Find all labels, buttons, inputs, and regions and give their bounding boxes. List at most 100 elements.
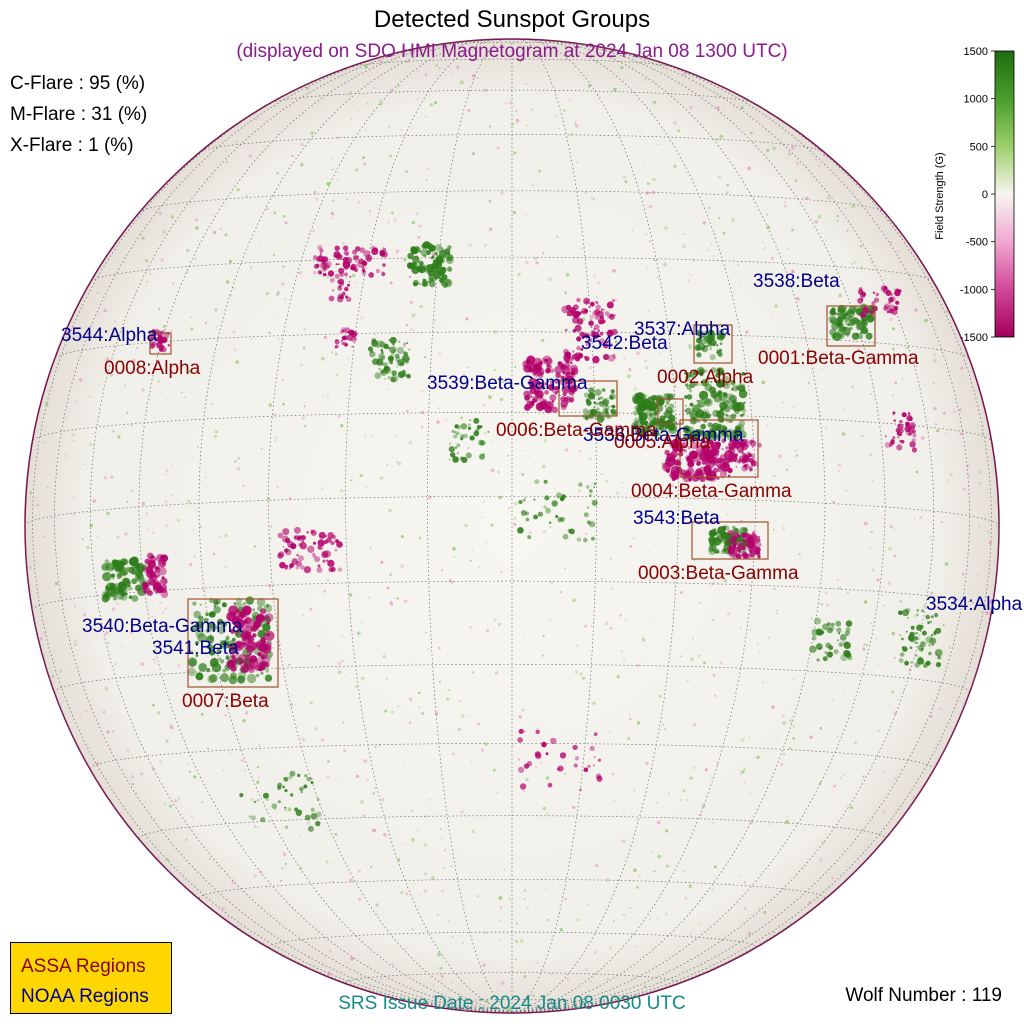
field-patch (595, 301, 599, 305)
field-patch (265, 668, 270, 673)
field-speckle (284, 862, 287, 865)
field-patch (593, 732, 598, 737)
field-patch (717, 381, 722, 387)
field-patch (146, 566, 153, 574)
field-patch (456, 443, 461, 448)
field-speckle (776, 612, 778, 614)
field-speckle (164, 500, 168, 503)
field-speckle (59, 669, 63, 673)
field-patch (734, 408, 740, 415)
field-speckle (74, 643, 77, 646)
field-speckle (103, 308, 107, 313)
field-speckle (513, 516, 517, 520)
field-patch (406, 342, 409, 345)
field-patch (685, 407, 692, 414)
field-patch (740, 438, 748, 446)
field-patch (884, 441, 891, 448)
field-speckle (411, 656, 414, 658)
field-patch (841, 313, 848, 320)
field-speckle (229, 250, 230, 252)
field-speckle (718, 217, 721, 220)
field-speckle (437, 952, 441, 957)
field-speckle (73, 639, 77, 643)
field-patch (722, 525, 727, 530)
field-patch (203, 618, 209, 623)
field-patch (350, 265, 356, 271)
field-speckle (314, 727, 318, 731)
field-speckle (614, 298, 617, 302)
field-speckle (849, 805, 853, 809)
field-speckle (140, 233, 143, 235)
field-speckle (632, 934, 634, 936)
field-speckle (250, 338, 253, 340)
field-speckle (588, 366, 593, 370)
field-speckle (945, 309, 949, 313)
field-speckle (739, 772, 742, 776)
field-speckle (821, 368, 823, 371)
field-speckle (807, 381, 810, 384)
field-speckle (516, 997, 520, 1000)
field-speckle (930, 591, 934, 595)
field-patch (549, 380, 554, 385)
field-patch (749, 545, 752, 547)
field-patch (450, 452, 456, 458)
field-patch (893, 419, 896, 422)
field-patch (554, 365, 563, 374)
field-speckle (302, 346, 306, 350)
field-speckle (388, 219, 390, 221)
field-speckle (958, 408, 962, 412)
field-speckle (620, 650, 624, 653)
field-patch (248, 815, 251, 818)
field-patch (155, 590, 159, 594)
field-speckle (798, 553, 801, 556)
field-speckle (548, 277, 552, 282)
field-speckle (648, 551, 650, 553)
field-speckle (772, 528, 776, 531)
field-speckle (962, 487, 966, 491)
field-speckle (355, 774, 360, 779)
field-patch (108, 587, 112, 591)
field-patch (274, 808, 276, 811)
field-patch (747, 537, 752, 542)
field-patch (701, 439, 706, 444)
field-patch (596, 415, 605, 423)
field-speckle (419, 304, 423, 309)
noaa-region-label: 3541:Beta (152, 638, 239, 659)
field-speckle (354, 685, 358, 689)
field-speckle (480, 387, 483, 390)
field-speckle (263, 704, 266, 707)
field-speckle (315, 197, 319, 201)
field-patch (909, 424, 916, 431)
field-speckle (947, 479, 949, 482)
assa-region-label: 0004:Beta-Gamma (631, 481, 792, 502)
field-speckle (337, 670, 342, 675)
field-speckle (65, 416, 68, 419)
field-speckle (549, 728, 551, 730)
field-patch (756, 535, 761, 540)
field-speckle (83, 613, 86, 617)
field-patch (467, 426, 472, 430)
field-patch (822, 656, 828, 662)
field-patch (437, 270, 444, 277)
field-patch (195, 629, 204, 639)
field-patch (441, 275, 444, 277)
field-speckle (469, 626, 472, 629)
field-patch (589, 339, 592, 343)
field-speckle (681, 844, 683, 846)
grid-parallel (89, 742, 935, 770)
field-patch (667, 439, 671, 444)
field-patch (650, 432, 655, 437)
field-speckle (346, 198, 349, 201)
field-speckle (711, 888, 714, 891)
field-speckle (802, 337, 804, 339)
field-speckle (535, 261, 539, 265)
field-patch (277, 785, 282, 791)
field-patch (701, 347, 705, 351)
field-patch (751, 460, 758, 467)
field-patch (294, 526, 301, 534)
field-speckle (146, 281, 149, 283)
field-patch (592, 355, 600, 364)
field-speckle (794, 179, 798, 183)
field-patch (574, 324, 582, 332)
field-patch (584, 333, 590, 339)
